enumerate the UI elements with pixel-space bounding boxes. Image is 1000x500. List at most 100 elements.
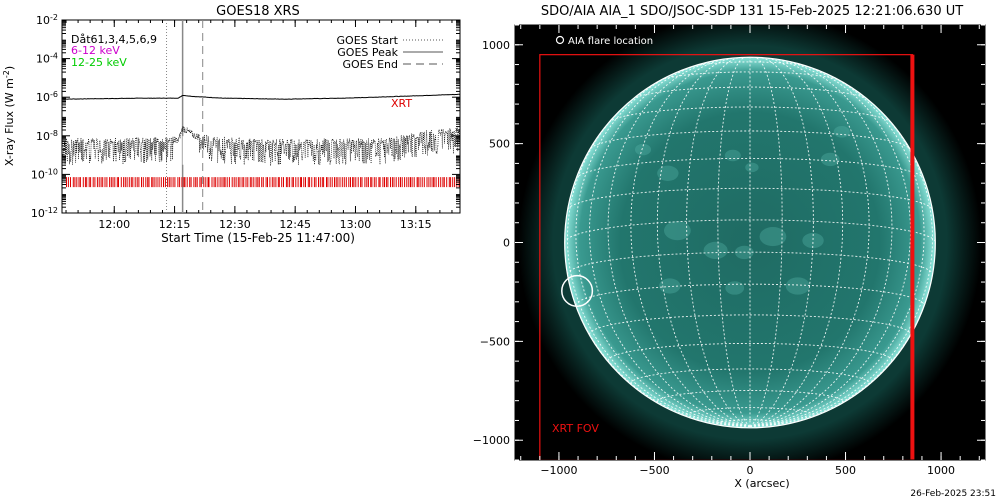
grid-longitude-line [749, 242, 936, 427]
short-channel-segment [395, 141, 397, 151]
short-channel-segment [71, 139, 73, 148]
short-channel-segment [180, 132, 182, 134]
goes-short-channel-series [61, 126, 461, 166]
y-tick-label: 0 [503, 237, 510, 250]
grid-longitude-line [567, 91, 751, 427]
short-channel-segment [392, 138, 394, 156]
grid-longitude-line [749, 58, 870, 427]
short-channel-segment [95, 148, 97, 151]
short-channel-segment [402, 138, 404, 156]
active-region [802, 232, 824, 249]
short-channel-segment [231, 137, 233, 141]
grid-latitude-line [567, 187, 933, 210]
short-channel-segment [227, 139, 229, 142]
short-channel-segment [431, 148, 433, 152]
short-channel-segment [373, 140, 375, 142]
short-channel-segment [208, 141, 210, 159]
short-channel-segment [396, 136, 398, 154]
short-channel-segment [412, 134, 414, 137]
short-channel-segment [330, 160, 332, 162]
short-channel-segment [250, 141, 252, 143]
short-channel-segment [75, 140, 77, 163]
short-channel-segment [66, 138, 68, 155]
active-region [703, 241, 728, 260]
short-channel-segment [216, 140, 218, 147]
short-channel-segment [80, 138, 82, 160]
short-channel-segment [89, 155, 91, 163]
short-channel-segment [136, 138, 138, 156]
short-channel-segment [315, 144, 317, 161]
aia-y-axis: −1000 −500 0 500 1000 [473, 24, 985, 461]
short-channel-segment [186, 127, 188, 131]
aia-frame [514, 24, 986, 461]
short-channel-segment [318, 142, 320, 152]
short-channel-segment [411, 134, 413, 158]
short-channel-segment [248, 139, 250, 149]
short-channel-segment [406, 135, 408, 145]
short-channel-segment [162, 142, 164, 151]
short-channel-segment [183, 126, 185, 128]
short-channel-segment [437, 145, 439, 150]
short-channel-segment [420, 133, 422, 144]
grid-latitude-line [630, 368, 870, 384]
short-channel-segment [239, 137, 241, 158]
y-tick-label: 1000 [482, 39, 510, 52]
short-channel-segment [90, 139, 92, 161]
short-channel-segment [210, 141, 212, 162]
x-tick-label: 12:30 [219, 218, 251, 231]
aia-xrt-fov-label: XRT FOV [552, 422, 599, 435]
short-channel-segment [225, 142, 227, 153]
short-channel-segment [121, 142, 123, 155]
short-channel-segment [399, 144, 401, 147]
short-channel-segment [253, 139, 255, 161]
short-channel-segment [432, 133, 434, 152]
grid-longitude-line [749, 57, 814, 427]
short-channel-segment [203, 144, 205, 150]
short-channel-segment [327, 140, 329, 161]
short-channel-segment [405, 136, 407, 154]
short-channel-segment [329, 143, 331, 165]
short-channel-segment [128, 139, 130, 143]
short-channel-segment [356, 140, 358, 155]
short-channel-segment [86, 149, 88, 160]
short-channel-segment [317, 152, 319, 165]
short-channel-segment [403, 136, 405, 153]
legend-goes-end-label: GOES End [342, 58, 398, 71]
short-channel-segment [127, 154, 129, 157]
short-channel-segment [294, 157, 296, 161]
flare-location-circle [561, 274, 594, 307]
x-tick-label: 1000 [927, 464, 955, 477]
grid-latitude-line [567, 251, 933, 275]
solar-limb [564, 56, 936, 429]
goes-y-axis: 10-2 10-4 10-6 10-8 10-10 10-12 [31, 13, 460, 220]
grid-latitude-line [575, 283, 925, 306]
short-channel-segment [359, 141, 361, 145]
xrt-fov-box [539, 54, 913, 460]
short-channel-segment [322, 140, 324, 145]
grid-longitude-line [717, 57, 751, 427]
short-channel-segment [425, 130, 427, 146]
short-channel-segment [341, 141, 343, 144]
short-channel-segment [98, 141, 100, 153]
x-tick-label: −1000 [540, 464, 577, 477]
grid-longitude-line [607, 59, 751, 427]
short-channel-segment [338, 161, 340, 165]
short-channel-segment [118, 140, 120, 161]
grid-latitude-line [660, 71, 840, 81]
short-channel-segment [423, 131, 425, 140]
short-channel-segment [438, 129, 440, 133]
short-channel-segment [344, 143, 346, 165]
short-channel-segment [201, 140, 203, 147]
short-channel-segment [358, 138, 360, 162]
goes-channels-label: Dåt61,3,4,5,6,9 [71, 33, 157, 46]
short-channel-segment [170, 147, 172, 162]
short-channel-segment [216, 137, 218, 163]
short-channel-segment [347, 141, 349, 150]
short-channel-segment [150, 138, 152, 155]
short-channel-segment [67, 140, 69, 143]
short-channel-segment [301, 156, 303, 161]
short-channel-segment [363, 142, 365, 144]
short-channel-segment [269, 140, 271, 143]
short-channel-segment [133, 141, 135, 151]
short-channel-segment [218, 140, 220, 152]
